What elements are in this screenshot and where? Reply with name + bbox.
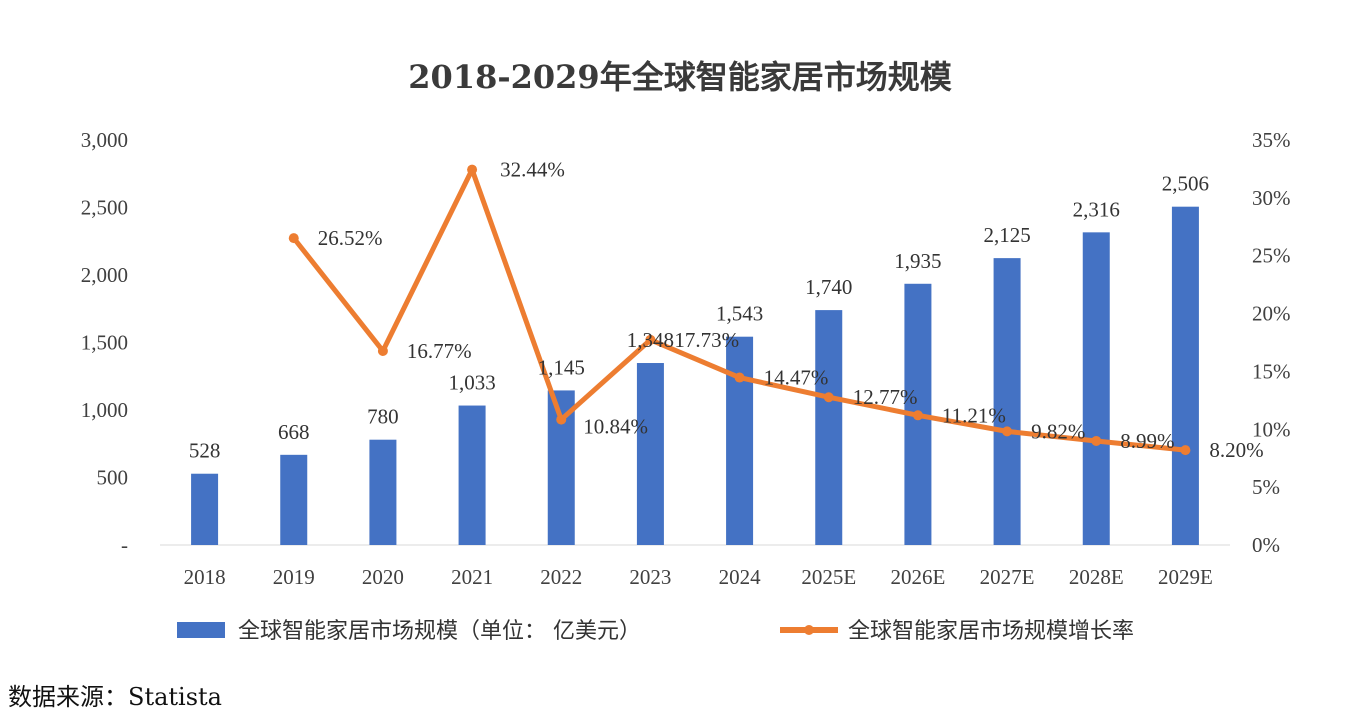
right-tick-label: 25% [1252, 244, 1291, 268]
growth-value-label: 14.47% [764, 366, 829, 390]
bar [726, 336, 754, 545]
legend-bar-swatch [177, 622, 225, 638]
bar [815, 310, 843, 545]
x-tick-label: 2019 [273, 565, 315, 589]
right-tick-label: 0% [1252, 533, 1280, 557]
line-data-labels: 26.52% 16.77% 32.44% 10.84% 17.73% 14.47% 12.7… [318, 158, 1264, 462]
left-tick-label: 2,500 [81, 196, 128, 220]
bar-value-label: 2,316 [1073, 197, 1120, 221]
bar-value-label: 1,145 [538, 355, 585, 379]
growth-value-label: 17.73% [674, 328, 739, 352]
bar-value-label: 1,348 [627, 328, 674, 352]
bar-value-label: 780 [367, 405, 399, 429]
left-tick-label: 3,000 [81, 128, 128, 152]
x-tick-label: 2020 [362, 565, 404, 589]
left-tick-label: 1,500 [81, 331, 128, 355]
legend-bar-label: 全球智能家居市场规模（单位： 亿美元） [238, 619, 641, 644]
right-tick-label: 15% [1252, 359, 1291, 383]
bar [369, 439, 397, 545]
growth-point [1091, 435, 1102, 446]
bar [993, 258, 1021, 545]
growth-value-label: 16.77% [407, 339, 472, 363]
right-tick-label: 10% [1252, 417, 1291, 441]
growth-point [823, 392, 834, 403]
bar-value-label: 1,543 [716, 302, 763, 326]
bar [191, 473, 219, 545]
source-note: 数据来源：Statista [8, 683, 222, 711]
bar [636, 363, 664, 545]
right-tick-label: 35% [1252, 128, 1291, 152]
bar-value-label: 2,506 [1162, 172, 1209, 196]
right-axis: 0% 5% 10% 15% 20% 25% 30% 35% [1252, 128, 1291, 557]
x-tick-label: 2027E [980, 565, 1035, 589]
x-tick-label: 2026E [891, 565, 946, 589]
growth-point [645, 334, 656, 345]
growth-point [467, 164, 478, 175]
bar-value-label: 2,125 [983, 223, 1030, 247]
left-tick-label: 2,000 [81, 263, 128, 287]
left-tick-label: - [121, 533, 128, 557]
legend-line-label: 全球智能家居市场规模增长率 [848, 619, 1134, 644]
x-tick-label: 2024 [719, 565, 762, 589]
bar-value-label: 1,033 [448, 371, 495, 395]
growth-value-label: 10.84% [583, 415, 648, 439]
chart-title: 2018-2029年全球智能家居市场规模 [408, 58, 951, 96]
right-tick-label: 30% [1252, 186, 1291, 210]
bar-data-labels: 528 668 780 1,033 1,145 1,348 1,543 1,740 1,935 2… [189, 172, 1209, 463]
x-tick-label: 2023 [629, 565, 671, 589]
x-tick-label: 2028E [1069, 565, 1124, 589]
growth-value-label: 8.99% [1120, 429, 1174, 453]
growth-value-label: 9.82% [1031, 419, 1085, 443]
x-axis: 2018 2019 2020 2021 2022 2023 2024 2025E 2026E 20… [160, 544, 1230, 589]
growth-point [912, 410, 923, 421]
bar [1082, 232, 1110, 545]
growth-point [1002, 426, 1013, 437]
legend-line-marker [804, 625, 814, 635]
bar [1171, 206, 1199, 545]
bar-value-label: 1,740 [805, 275, 852, 299]
growth-point [288, 233, 299, 244]
x-tick-label: 2029E [1158, 565, 1213, 589]
x-tick-label: 2021 [451, 565, 493, 589]
right-tick-label: 5% [1252, 475, 1280, 499]
bar [280, 454, 308, 545]
growth-value-label: 11.21% [942, 403, 1006, 427]
growth-value-label: 12.77% [853, 385, 918, 409]
x-tick-label: 2018 [184, 565, 226, 589]
bar-value-label: 1,935 [894, 249, 941, 273]
right-tick-label: 20% [1252, 302, 1291, 326]
x-tick-label: 2022 [540, 565, 582, 589]
growth-point [734, 372, 745, 383]
bar [458, 405, 486, 545]
growth-point [1180, 445, 1191, 456]
growth-point [377, 345, 388, 356]
growth-point [556, 414, 567, 425]
bar-value-label: 668 [278, 420, 310, 444]
growth-value-label: 8.20% [1209, 438, 1263, 462]
growth-value-label: 26.52% [318, 226, 383, 250]
line-series [288, 164, 1191, 456]
bar-value-label: 528 [189, 439, 221, 463]
bar-series [191, 206, 1199, 545]
left-tick-label: 500 [97, 466, 129, 490]
left-tick-label: 1,000 [81, 398, 128, 422]
growth-value-label: 32.44% [500, 158, 565, 182]
left-axis: - 500 1,000 1,500 2,000 2,500 3,000 [81, 128, 128, 557]
legend: 全球智能家居市场规模（单位： 亿美元） 全球智能家居市场规模增长率 [177, 619, 1134, 644]
x-tick-label: 2025E [801, 565, 856, 589]
